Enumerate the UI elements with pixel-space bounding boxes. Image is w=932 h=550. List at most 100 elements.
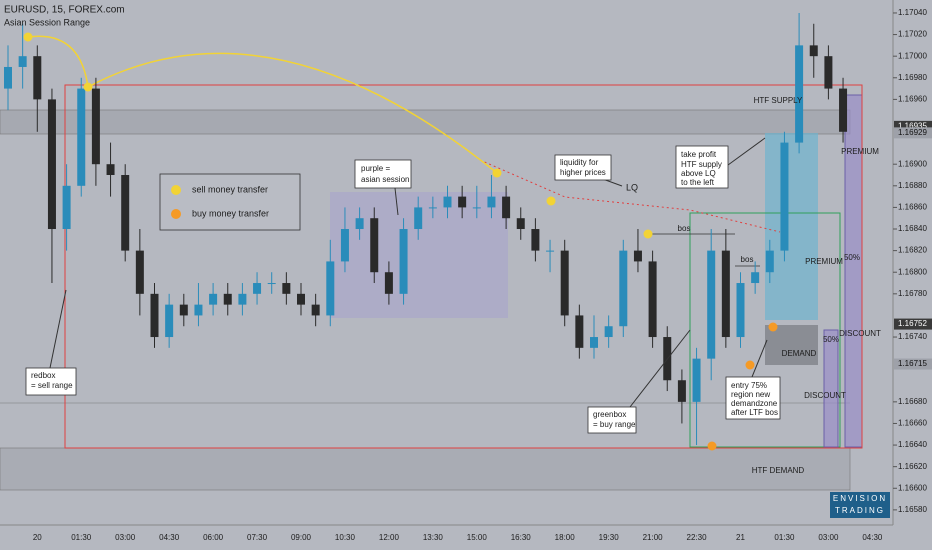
buy-marker [745,360,755,370]
candle-body [707,250,716,359]
price-label: 1.16752 [898,319,927,328]
candle-body [780,142,789,251]
y-tick-label: 1.16600 [898,483,927,492]
y-tick-label: 1.16980 [898,73,927,82]
candle-body [267,283,276,285]
price-label: 1.16715 [898,359,927,368]
y-tick-label: 1.16680 [898,397,927,406]
y-tick-label: 1.17000 [898,51,927,60]
sell-marker [83,82,93,92]
legend-label: buy money transfer [192,208,269,218]
candle-body [531,229,540,251]
x-tick-label: 15:00 [467,533,488,542]
candle-body [91,88,100,165]
sell-marker [643,229,653,239]
y-tick-label: 1.16880 [898,181,927,190]
candle-body [253,283,262,294]
y-tick-label: 1.16580 [898,505,927,514]
candle-body [736,283,745,338]
candle-body [619,250,628,327]
y-tick-label: 1.16780 [898,289,927,298]
sell-marker [23,32,33,42]
transfer-curve [27,35,89,88]
candle-body [516,218,525,230]
price-label-box [894,318,932,330]
note-text: above LQ [681,169,716,178]
y-tick-label: 1.16740 [898,332,927,341]
candle-body [443,196,452,208]
candle-body [18,56,27,67]
note-box [25,367,77,396]
note-text: redbox [31,371,55,380]
candle-body [370,218,379,273]
candle-body [824,56,833,89]
x-tick-label: 21 [736,533,745,542]
price-label: 1.16929 [898,128,927,137]
candle-body [297,293,305,305]
callout [629,329,691,408]
candle-body [135,250,144,294]
candle-body [33,56,42,100]
markers [23,32,778,451]
zone-label: PREMIUM [805,257,843,266]
x-tick-label: 04:30 [159,533,180,542]
candle-body [238,293,247,305]
zone-label: 50% [823,335,839,344]
x-tick-label: 18:00 [555,533,576,542]
x-tick-label: 07:30 [247,533,268,542]
zone-label: PREMIUM [841,147,879,156]
note-box [675,145,729,189]
price-label-box [894,358,932,370]
candle-body [121,175,130,251]
y-tick-label: 1.17040 [898,8,927,17]
note-text: = sell range [31,381,73,390]
candle-body [106,164,115,175]
candle-body [648,261,657,338]
take-profit-box [765,133,818,320]
candle-body [399,229,408,294]
candle-body [4,66,12,89]
y-tick-label: 1.16640 [898,440,927,449]
legend-label: sell money transfer [192,184,268,194]
sell-marker [546,196,556,206]
candle-body [751,272,760,284]
logo-text: ENVISION [833,494,887,503]
y-tick-label: 1.16960 [898,94,927,103]
note-text: HTF supply [681,160,722,169]
x-tick-label: 21:00 [643,533,664,542]
candle-body [575,315,584,348]
transfer-curve [87,52,498,174]
candle-body [809,45,818,57]
candle-body [633,250,642,262]
candle-body [839,88,848,132]
x-tick-label: 20 [33,533,42,542]
chart-title: EURUSD, 15, FOREX.com [4,5,125,16]
y-tick-label: 1.16620 [898,462,927,471]
note-text: demandzone [731,399,778,408]
candle-body [560,250,569,316]
price-label: 1.16935 [898,121,927,130]
candle-body [326,261,335,316]
candle-body [721,250,730,338]
candle-body [604,326,613,338]
note-text: after LTF bos [731,408,778,417]
legend [159,173,301,231]
note-box [587,406,637,434]
demand-zone [765,325,818,365]
x-tick-label: 06:00 [203,533,224,542]
callout [49,289,67,369]
note-text: asian session [361,175,409,184]
y-tick-label: 1.16660 [898,419,927,428]
callout [751,339,768,378]
bos-label: bos [678,224,691,233]
candle-body [311,304,320,316]
candle-body [546,250,555,252]
note-text: to the left [681,178,715,187]
red-box [64,84,863,449]
candle-body [282,283,291,294]
purple-range [823,329,839,448]
note-text: region new [731,390,770,399]
candles [4,12,848,446]
candle-body [795,45,804,143]
y-tick-label: 1.16900 [898,159,927,168]
